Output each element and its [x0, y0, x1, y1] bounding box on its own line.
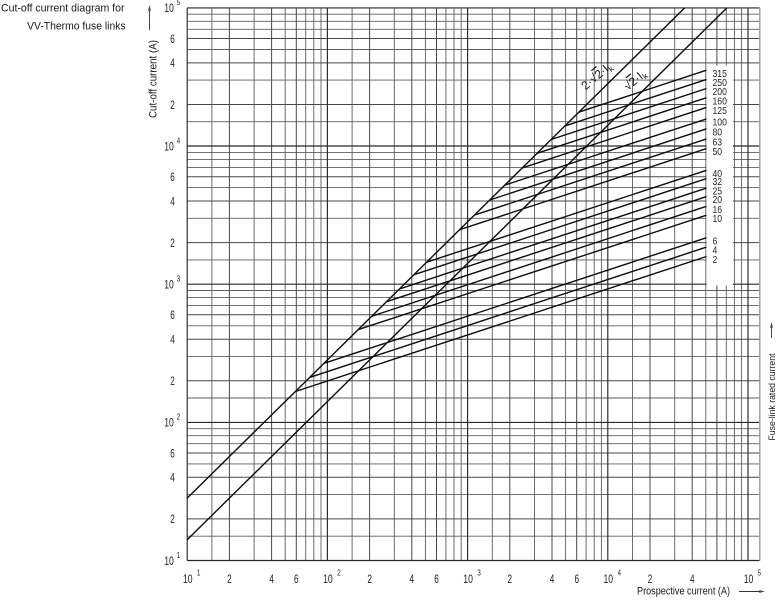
svg-text:3: 3 [477, 567, 480, 577]
svg-text:10: 10 [744, 574, 754, 587]
svg-text:16: 16 [713, 204, 723, 216]
svg-text:4: 4 [170, 334, 175, 347]
svg-text:20: 20 [713, 194, 723, 206]
svg-text:2: 2 [713, 254, 718, 266]
svg-text:2: 2 [367, 574, 372, 587]
svg-text:2: 2 [170, 99, 175, 112]
svg-text:10: 10 [164, 3, 174, 16]
svg-text:5: 5 [758, 567, 761, 577]
svg-text:Cut-off current (A): Cut-off current (A) [148, 40, 160, 118]
svg-text:50: 50 [713, 146, 723, 158]
svg-text:2: 2 [227, 574, 232, 587]
svg-text:5: 5 [177, 0, 180, 7]
svg-text:Fuse-link rated current: Fuse-link rated current [767, 353, 777, 440]
svg-text:2: 2 [177, 412, 180, 422]
svg-text:10: 10 [164, 418, 174, 431]
svg-text:10: 10 [183, 574, 193, 587]
svg-text:3: 3 [177, 273, 180, 283]
svg-text:10: 10 [164, 556, 174, 569]
svg-text:10: 10 [713, 213, 723, 225]
svg-text:4: 4 [170, 196, 175, 209]
svg-text:6: 6 [574, 574, 579, 587]
svg-text:63: 63 [713, 137, 723, 149]
svg-text:6: 6 [713, 235, 718, 247]
svg-text:80: 80 [713, 126, 723, 138]
svg-text:VV-Thermo fuse links: VV-Thermo fuse links [27, 21, 126, 33]
svg-text:2: 2 [648, 574, 653, 587]
svg-text:2: 2 [337, 567, 340, 577]
svg-text:6: 6 [434, 574, 439, 587]
svg-text:1: 1 [197, 567, 200, 577]
svg-text:32: 32 [713, 176, 723, 188]
svg-text:315: 315 [713, 68, 728, 80]
svg-text:10: 10 [164, 279, 174, 292]
svg-text:2: 2 [508, 574, 513, 587]
svg-text:1: 1 [177, 550, 180, 560]
svg-text:160: 160 [713, 95, 728, 107]
svg-text:40: 40 [713, 168, 723, 180]
svg-text:6: 6 [170, 172, 175, 185]
svg-text:4: 4 [170, 472, 175, 485]
svg-text:2: 2 [170, 376, 175, 389]
svg-text:Prospective current (A): Prospective current (A) [637, 586, 730, 598]
svg-text:Cut-off current diagram for: Cut-off current diagram for [1, 2, 125, 14]
svg-text:10: 10 [164, 141, 174, 154]
svg-text:4: 4 [177, 135, 180, 145]
svg-text:250: 250 [713, 77, 728, 89]
svg-text:4: 4 [410, 574, 415, 587]
svg-text:10: 10 [603, 574, 613, 587]
svg-text:6: 6 [294, 574, 299, 587]
svg-text:200: 200 [713, 86, 728, 98]
svg-text:4: 4 [269, 574, 274, 587]
svg-text:4: 4 [713, 245, 718, 257]
svg-text:100: 100 [713, 117, 728, 129]
svg-text:125: 125 [713, 105, 728, 117]
svg-text:4: 4 [550, 574, 555, 587]
svg-text:4: 4 [618, 567, 621, 577]
svg-text:25: 25 [713, 186, 723, 198]
svg-text:4: 4 [690, 574, 695, 587]
svg-text:2: 2 [170, 514, 175, 527]
svg-text:10: 10 [463, 574, 473, 587]
svg-text:6: 6 [170, 33, 175, 46]
svg-text:2: 2 [170, 238, 175, 251]
svg-text:6: 6 [170, 310, 175, 323]
svg-text:4: 4 [170, 58, 175, 71]
svg-text:6: 6 [170, 448, 175, 461]
svg-text:10: 10 [323, 574, 333, 587]
